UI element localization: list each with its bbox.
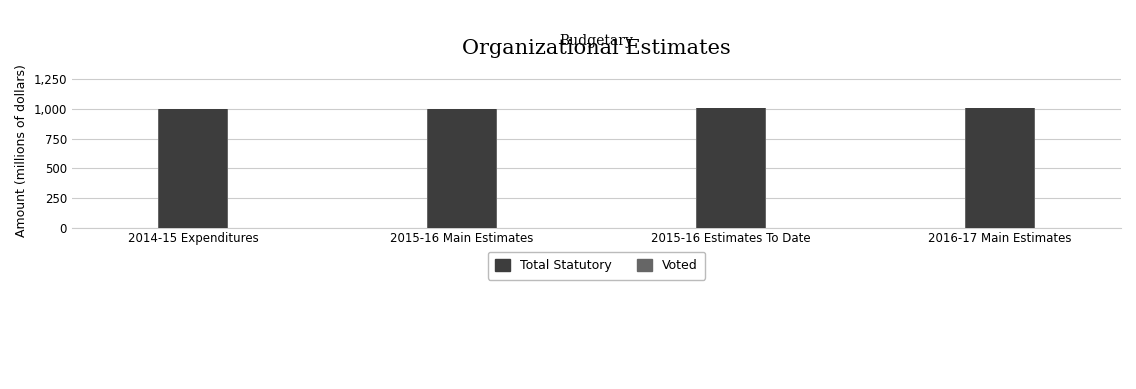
Bar xyxy=(695,108,767,228)
Bar xyxy=(967,108,1034,228)
Bar xyxy=(428,109,495,228)
Bar xyxy=(964,108,1035,228)
Bar xyxy=(698,108,765,228)
Bar xyxy=(158,109,228,228)
Title: Organizational Estimates: Organizational Estimates xyxy=(462,39,730,58)
Bar xyxy=(427,109,498,228)
Text: Budgetary: Budgetary xyxy=(560,35,634,49)
Y-axis label: Amount (millions of dollars): Amount (millions of dollars) xyxy=(15,64,28,237)
Bar xyxy=(159,109,226,228)
Legend: Total Statutory, Voted: Total Statutory, Voted xyxy=(487,252,705,280)
